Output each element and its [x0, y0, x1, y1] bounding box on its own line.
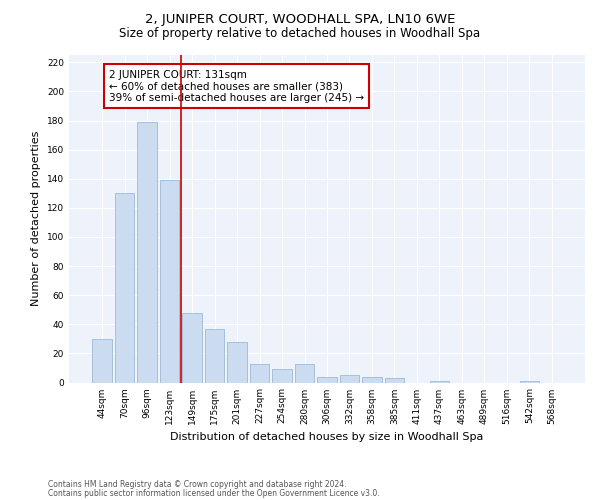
Bar [205, 328, 224, 382]
Bar [317, 376, 337, 382]
Bar [137, 122, 157, 382]
Bar [227, 342, 247, 382]
Text: Contains HM Land Registry data © Crown copyright and database right 2024.: Contains HM Land Registry data © Crown c… [48, 480, 347, 489]
Bar [295, 364, 314, 382]
Text: Contains public sector information licensed under the Open Government Licence v3: Contains public sector information licen… [48, 488, 380, 498]
Bar [430, 381, 449, 382]
Bar [340, 375, 359, 382]
Bar [362, 376, 382, 382]
X-axis label: Distribution of detached houses by size in Woodhall Spa: Distribution of detached houses by size … [170, 432, 484, 442]
Text: Size of property relative to detached houses in Woodhall Spa: Size of property relative to detached ho… [119, 28, 481, 40]
Bar [272, 370, 292, 382]
Bar [520, 381, 539, 382]
Text: 2 JUNIPER COURT: 131sqm
← 60% of detached houses are smaller (383)
39% of semi-d: 2 JUNIPER COURT: 131sqm ← 60% of detache… [109, 70, 364, 103]
Bar [250, 364, 269, 382]
Bar [92, 339, 112, 382]
Y-axis label: Number of detached properties: Number of detached properties [31, 131, 41, 306]
Bar [160, 180, 179, 382]
Bar [115, 194, 134, 382]
Bar [385, 378, 404, 382]
Bar [182, 312, 202, 382]
Text: 2, JUNIPER COURT, WOODHALL SPA, LN10 6WE: 2, JUNIPER COURT, WOODHALL SPA, LN10 6WE [145, 12, 455, 26]
